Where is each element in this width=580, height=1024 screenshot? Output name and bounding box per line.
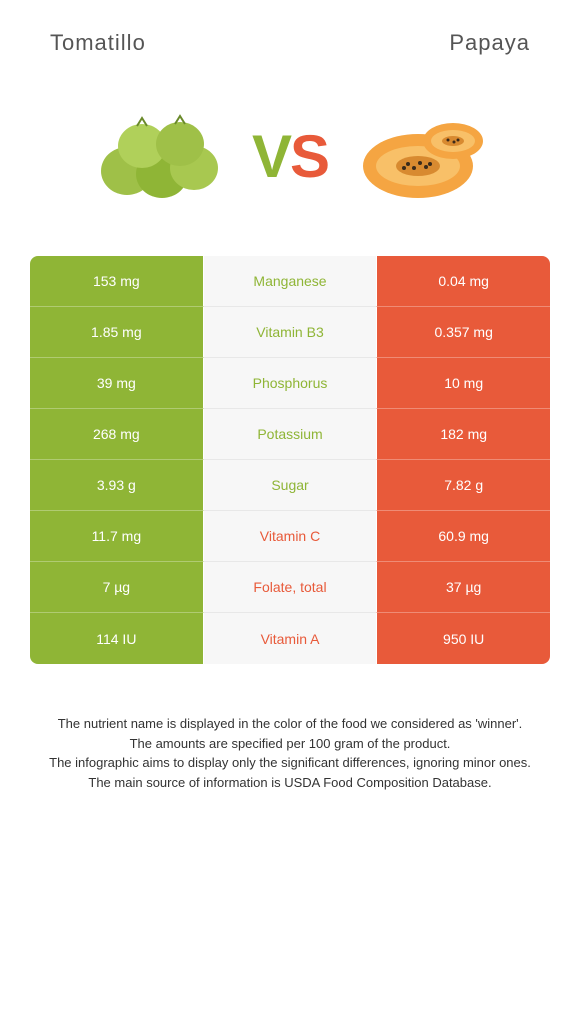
hero: VS bbox=[20, 96, 560, 216]
table-row: 7 µgFolate, total37 µg bbox=[30, 562, 550, 613]
tomatillo-image bbox=[82, 96, 232, 216]
value-right: 950 IU bbox=[376, 613, 550, 664]
nutrient-name: Phosphorus bbox=[204, 358, 377, 409]
title-right: Papaya bbox=[449, 30, 530, 56]
nutrient-name: Potassium bbox=[204, 409, 377, 460]
footer-line-3: The infographic aims to display only the… bbox=[40, 753, 540, 773]
value-right: 10 mg bbox=[376, 358, 550, 409]
value-left: 114 IU bbox=[30, 613, 204, 664]
nutrition-table: 153 mgManganese0.04 mg1.85 mgVitamin B30… bbox=[30, 256, 550, 664]
value-right: 0.04 mg bbox=[376, 256, 550, 307]
value-left: 1.85 mg bbox=[30, 307, 204, 358]
value-left: 7 µg bbox=[30, 562, 204, 613]
papaya-image bbox=[348, 96, 498, 216]
table-row: 39 mgPhosphorus10 mg bbox=[30, 358, 550, 409]
table-row: 11.7 mgVitamin C60.9 mg bbox=[30, 511, 550, 562]
nutrient-name: Folate, total bbox=[204, 562, 377, 613]
header: Tomatillo Papaya bbox=[20, 30, 560, 56]
table-row: 114 IUVitamin A950 IU bbox=[30, 613, 550, 664]
value-left: 153 mg bbox=[30, 256, 204, 307]
footer-line-2: The amounts are specified per 100 gram o… bbox=[40, 734, 540, 754]
value-left: 3.93 g bbox=[30, 460, 204, 511]
nutrient-name: Vitamin C bbox=[204, 511, 377, 562]
value-left: 268 mg bbox=[30, 409, 204, 460]
nutrient-name: Vitamin A bbox=[204, 613, 377, 664]
table-row: 268 mgPotassium182 mg bbox=[30, 409, 550, 460]
table-row: 3.93 gSugar7.82 g bbox=[30, 460, 550, 511]
nutrient-name: Manganese bbox=[204, 256, 377, 307]
footer-notes: The nutrient name is displayed in the co… bbox=[20, 714, 560, 792]
footer-line-4: The main source of information is USDA F… bbox=[40, 773, 540, 793]
vs-label: VS bbox=[252, 122, 328, 191]
nutrient-name: Sugar bbox=[204, 460, 377, 511]
value-right: 60.9 mg bbox=[376, 511, 550, 562]
value-right: 0.357 mg bbox=[376, 307, 550, 358]
title-left: Tomatillo bbox=[50, 30, 146, 56]
value-right: 182 mg bbox=[376, 409, 550, 460]
vs-v: V bbox=[252, 123, 290, 190]
table-row: 1.85 mgVitamin B30.357 mg bbox=[30, 307, 550, 358]
vs-s: S bbox=[290, 123, 328, 190]
value-right: 37 µg bbox=[376, 562, 550, 613]
table-row: 153 mgManganese0.04 mg bbox=[30, 256, 550, 307]
value-right: 7.82 g bbox=[376, 460, 550, 511]
footer-line-1: The nutrient name is displayed in the co… bbox=[40, 714, 540, 734]
nutrient-name: Vitamin B3 bbox=[204, 307, 377, 358]
value-left: 11.7 mg bbox=[30, 511, 204, 562]
value-left: 39 mg bbox=[30, 358, 204, 409]
